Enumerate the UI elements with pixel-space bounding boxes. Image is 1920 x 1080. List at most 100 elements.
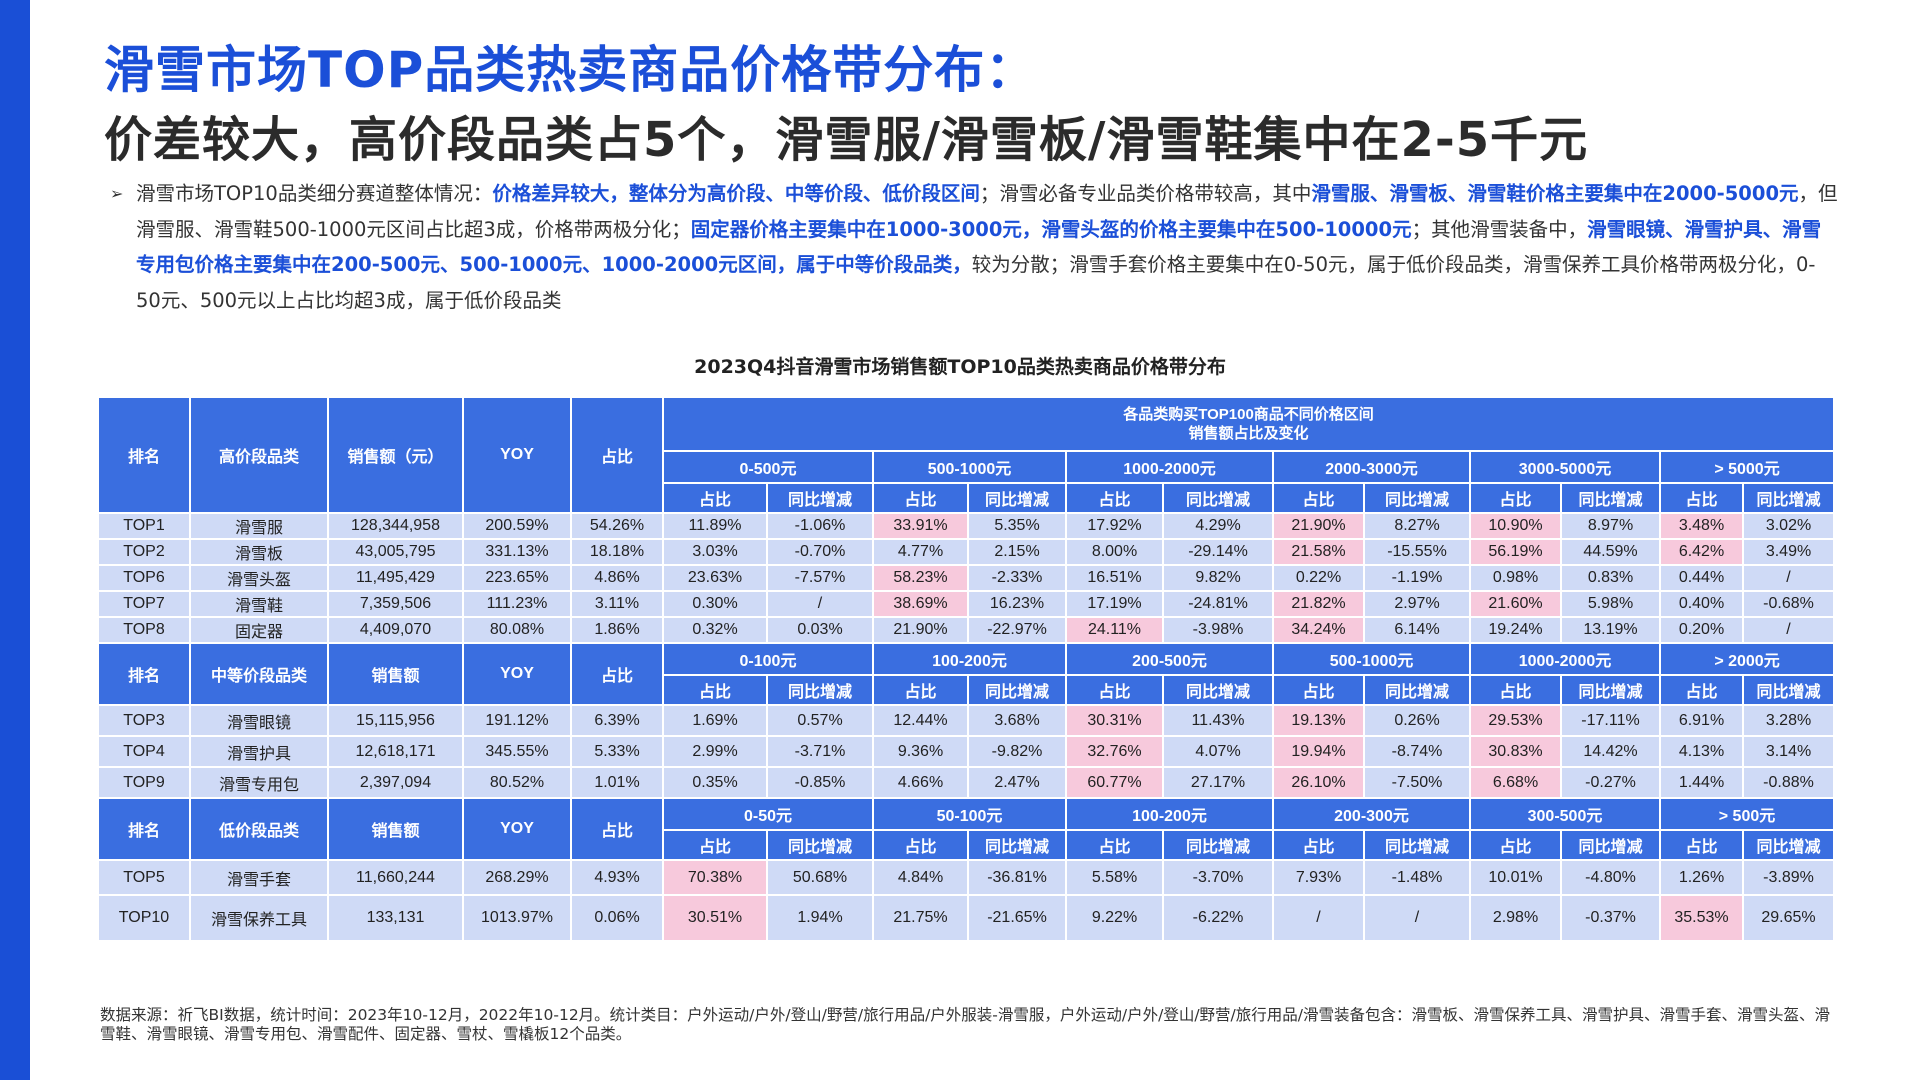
table-cell: -7.57% (766, 564, 874, 592)
table-cell: TOP1 (97, 512, 191, 540)
share-subheader: 占比 (1065, 829, 1164, 861)
table-cell: -1.19% (1363, 564, 1471, 592)
table-cell: 4,409,070 (327, 616, 464, 644)
highlight-cell: 58.23% (872, 564, 969, 592)
table-cell: 8.00% (1065, 538, 1164, 566)
table-cell: 1.86% (570, 616, 664, 644)
price-band-table: 排名 高价段品类 销售额（元） YOY 占比 各品类购买TOP100商品不同价格区间 销售… (97, 396, 1836, 942)
yoy-change-subheader: 同比增减 (766, 674, 874, 706)
page-title: 滑雪市场TOP品类热卖商品价格带分布： (104, 41, 1037, 99)
table-cell: -21.65% (967, 894, 1067, 942)
summary-highlight: 价格差异较大，整体分为高价段、中等价段、低价段区间 (492, 182, 980, 205)
share-subheader: 占比 (1469, 829, 1562, 861)
table-cell: 滑雪服 (189, 512, 329, 540)
highlight-cell: 26.10% (1272, 766, 1365, 799)
table-cell: 5.33% (570, 735, 664, 768)
share-subheader: 占比 (1469, 482, 1562, 514)
highlight-cell: 19.13% (1272, 704, 1365, 737)
price-range-header: 200-300元 (1272, 797, 1471, 831)
table-cell: 11,495,429 (327, 564, 464, 592)
table-cell: 1.01% (570, 766, 664, 799)
highlight-cell: 56.19% (1469, 538, 1562, 566)
table-cell: 1.94% (766, 894, 874, 942)
price-range-header: > 2000元 (1658, 642, 1836, 676)
share-subheader: 占比 (1065, 482, 1164, 514)
table-cell: 2,397,094 (327, 766, 464, 799)
price-range-header: 200-500元 (1065, 642, 1274, 676)
table-cell: -7.50% (1363, 766, 1471, 799)
price-range-header: 3000-5000元 (1469, 450, 1661, 484)
price-range-group-header: 各品类购买TOP100商品不同价格区间 销售额占比及变化 (661, 396, 1836, 452)
yoy-change-subheader: 同比增减 (1560, 674, 1661, 706)
table-cell: 29.65% (1741, 894, 1836, 942)
table-cell: 0.83% (1560, 564, 1661, 592)
sales-header: 销售额 (327, 642, 464, 706)
table-cell: 滑雪专用包 (189, 766, 329, 799)
table-cell: -15.55% (1363, 538, 1471, 566)
table-cell: -0.88% (1741, 766, 1836, 799)
table-cell: 21.90% (872, 616, 969, 644)
table-cell: 5.35% (967, 512, 1067, 540)
summary-segment: 滑雪市场TOP10品类细分赛道整体情况： (136, 182, 493, 205)
yoy-change-subheader: 同比增减 (1363, 482, 1471, 514)
table-cell: 345.55% (462, 735, 572, 768)
summary-paragraph: ➢ 滑雪市场TOP10品类细分赛道整体情况：价格差异较大，整体分为高价段、中等价… (110, 176, 1840, 318)
price-range-header: 1000-2000元 (1469, 642, 1661, 676)
table-cell: 19.24% (1469, 616, 1562, 644)
table-cell: 0.06% (570, 894, 664, 942)
table-cell: 191.12% (462, 704, 572, 737)
share-subheader: 占比 (1659, 674, 1744, 706)
table-cell: 0.26% (1363, 704, 1471, 737)
table-cell: 10.01% (1469, 859, 1562, 896)
table-cell: 6.14% (1363, 616, 1471, 644)
table-cell: -6.22% (1162, 894, 1274, 942)
table-cell: 14.42% (1560, 735, 1661, 768)
table-cell: 3.14% (1741, 735, 1836, 768)
table-cell: 2.99% (662, 735, 768, 768)
table-cell: 16.51% (1065, 564, 1164, 592)
table-cell: 43,005,795 (327, 538, 464, 566)
price-range-header: 1000-2000元 (1065, 450, 1274, 484)
yoy-change-subheader: 同比增减 (1560, 482, 1661, 514)
table-cell: 11,660,244 (327, 859, 464, 896)
share-subheader: 占比 (662, 674, 768, 706)
table-cell: 7,359,506 (327, 590, 464, 618)
table-cell: 80.08% (462, 616, 572, 644)
rank-header: 排名 (97, 396, 191, 514)
table-cell: 4.77% (872, 538, 969, 566)
price-range-header: 300-500元 (1469, 797, 1661, 831)
table-cell: 27.17% (1162, 766, 1274, 799)
table-cell: 4.29% (1162, 512, 1274, 540)
yoy-change-subheader: 同比增减 (967, 674, 1067, 706)
yoy-change-subheader: 同比增减 (967, 829, 1067, 861)
yoy-change-subheader: 同比增减 (1162, 482, 1274, 514)
table-cell: 8.97% (1560, 512, 1661, 540)
yoy-change-subheader: 同比增减 (1741, 674, 1836, 706)
table-cell: 1.44% (1659, 766, 1744, 799)
table-cell: 223.65% (462, 564, 572, 592)
table-cell: -24.81% (1162, 590, 1274, 618)
table-cell: 12.44% (872, 704, 969, 737)
range-row: 0-500元 500-1000元 1000-2000元 2000-3000元 3000-… (98, 450, 1836, 484)
share-subheader: 占比 (1272, 674, 1365, 706)
table-cell: 1.69% (662, 704, 768, 737)
table-cell: 128,344,958 (327, 512, 464, 540)
summary-segment: ；滑雪必备专业品类价格带较高，其中 (979, 182, 1312, 205)
price-range-header: 100-200元 (1065, 797, 1274, 831)
table-cell: 1013.97% (462, 894, 572, 942)
table-cell: 滑雪鞋 (189, 590, 329, 618)
share-subheader: 占比 (1469, 674, 1562, 706)
table-cell: 80.52% (462, 766, 572, 799)
table-cell: -9.82% (967, 735, 1067, 768)
table-cell: TOP3 (97, 704, 191, 737)
table-cell: 21.75% (872, 894, 969, 942)
yoy-change-subheader: 同比增减 (1363, 674, 1471, 706)
yoy-change-subheader: 同比增减 (1363, 829, 1471, 861)
category-header: 高价段品类 (189, 396, 329, 514)
table-cell: TOP8 (97, 616, 191, 644)
table-row: TOP5 滑雪手套 11,660,244 268.29% 4.93% 70.38% 50.6… (97, 859, 1836, 896)
price-range-header: > 5000元 (1658, 450, 1836, 484)
highlight-cell: 21.82% (1272, 590, 1365, 618)
highlight-cell: 10.90% (1469, 512, 1562, 540)
highlight-cell: 21.90% (1272, 512, 1365, 540)
